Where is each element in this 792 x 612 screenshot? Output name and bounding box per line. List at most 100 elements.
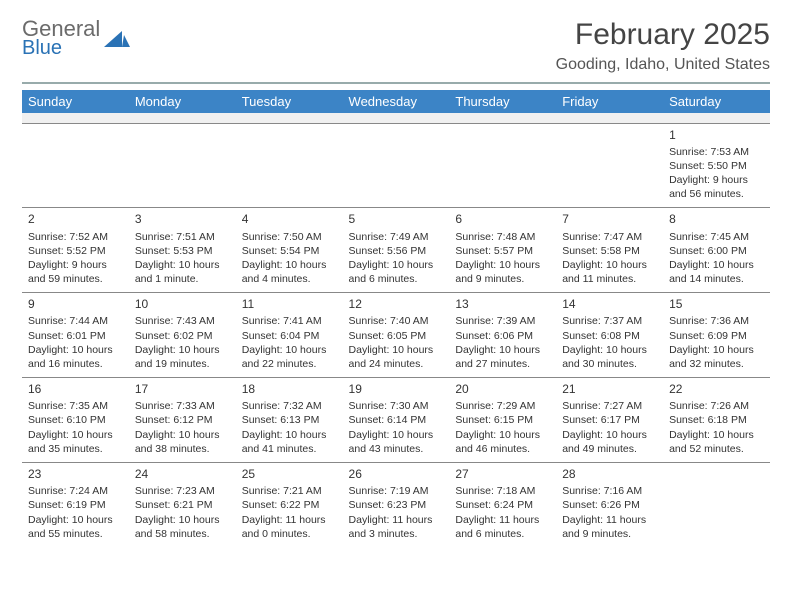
day-daylight: Daylight: 10 hours and 41 minutes.: [242, 428, 337, 456]
day-cell: [22, 123, 129, 208]
calendar-body: 1Sunrise: 7:53 AMSunset: 5:50 PMDaylight…: [22, 113, 770, 547]
day-daylight: Daylight: 10 hours and 52 minutes.: [669, 428, 764, 456]
day-number: 1: [669, 127, 764, 143]
day-sunset: Sunset: 6:22 PM: [242, 498, 337, 512]
day-cell: [129, 123, 236, 208]
day-sunrise: Sunrise: 7:39 AM: [455, 314, 550, 328]
day-cell: 11Sunrise: 7:41 AMSunset: 6:04 PMDayligh…: [236, 293, 343, 378]
day-daylight: Daylight: 10 hours and 16 minutes.: [28, 343, 123, 371]
col-monday: Monday: [129, 90, 236, 113]
col-wednesday: Wednesday: [343, 90, 450, 113]
day-sunrise: Sunrise: 7:48 AM: [455, 230, 550, 244]
day-daylight: Daylight: 10 hours and 32 minutes.: [669, 343, 764, 371]
day-number: 26: [349, 466, 444, 482]
day-sunset: Sunset: 6:13 PM: [242, 413, 337, 427]
day-cell: 5Sunrise: 7:49 AMSunset: 5:56 PMDaylight…: [343, 208, 450, 293]
day-sunrise: Sunrise: 7:35 AM: [28, 399, 123, 413]
day-sunset: Sunset: 6:26 PM: [562, 498, 657, 512]
day-daylight: Daylight: 10 hours and 24 minutes.: [349, 343, 444, 371]
day-sunset: Sunset: 5:50 PM: [669, 159, 764, 173]
day-cell: 28Sunrise: 7:16 AMSunset: 6:26 PMDayligh…: [556, 463, 663, 547]
day-sunrise: Sunrise: 7:30 AM: [349, 399, 444, 413]
day-number: 19: [349, 381, 444, 397]
day-cell: 4Sunrise: 7:50 AMSunset: 5:54 PMDaylight…: [236, 208, 343, 293]
day-sunset: Sunset: 6:19 PM: [28, 498, 123, 512]
col-tuesday: Tuesday: [236, 90, 343, 113]
day-cell: 18 Sunrise: 7:32 AMSunset: 6:13 PMDayligh…: [236, 378, 343, 463]
week-row: 1Sunrise: 7:53 AMSunset: 5:50 PMDaylight…: [22, 123, 770, 208]
day-cell: [663, 463, 770, 547]
calendar-header-row: Sunday Monday Tuesday Wednesday Thursday…: [22, 90, 770, 113]
day-cell: 1Sunrise: 7:53 AMSunset: 5:50 PMDaylight…: [663, 123, 770, 208]
day-cell: [236, 123, 343, 208]
day-sunrise: Sunrise: 7:21 AM: [242, 484, 337, 498]
day-number: 28: [562, 466, 657, 482]
band-row: [22, 113, 770, 123]
day-sunset: Sunset: 6:10 PM: [28, 413, 123, 427]
day-daylight: Daylight: 9 hours and 56 minutes.: [669, 173, 764, 201]
day-sunset: Sunset: 6:06 PM: [455, 329, 550, 343]
day-sunrise: Sunrise: 7:40 AM: [349, 314, 444, 328]
day-cell: 10Sunrise: 7:43 AMSunset: 6:02 PMDayligh…: [129, 293, 236, 378]
day-sunset: Sunset: 6:04 PM: [242, 329, 337, 343]
day-sunrise: Sunrise: 7:51 AM: [135, 230, 230, 244]
day-number: 12: [349, 296, 444, 312]
day-daylight: Daylight: 10 hours and 19 minutes.: [135, 343, 230, 371]
day-sunrise: Sunrise: 7:16 AM: [562, 484, 657, 498]
day-cell: 21Sunrise: 7:27 AMSunset: 6:17 PMDayligh…: [556, 378, 663, 463]
day-daylight: Daylight: 10 hours and 55 minutes.: [28, 513, 123, 541]
day-number: 22: [669, 381, 764, 397]
calendar-table: Sunday Monday Tuesday Wednesday Thursday…: [22, 90, 770, 547]
day-sunset: Sunset: 5:58 PM: [562, 244, 657, 258]
day-sunset: Sunset: 6:08 PM: [562, 329, 657, 343]
title-block: February 2025 Gooding, Idaho, United Sta…: [556, 18, 770, 74]
day-number: 2: [28, 211, 123, 227]
day-sunset: Sunset: 5:53 PM: [135, 244, 230, 258]
day-daylight: Daylight: 10 hours and 38 minutes.: [135, 428, 230, 456]
day-sunrise: Sunrise: 7:44 AM: [28, 314, 123, 328]
day-cell: 8Sunrise: 7:45 AMSunset: 6:00 PMDaylight…: [663, 208, 770, 293]
day-number: 15: [669, 296, 764, 312]
day-number: 14: [562, 296, 657, 312]
day-daylight: Daylight: 11 hours and 6 minutes.: [455, 513, 550, 541]
day-sunrise: Sunrise: 7:43 AM: [135, 314, 230, 328]
day-daylight: Daylight: 10 hours and 6 minutes.: [349, 258, 444, 286]
week-row: 2Sunrise: 7:52 AMSunset: 5:52 PMDaylight…: [22, 208, 770, 293]
day-sunset: Sunset: 5:54 PM: [242, 244, 337, 258]
week-row: 9Sunrise: 7:44 AMSunset: 6:01 PMDaylight…: [22, 293, 770, 378]
day-number: 23: [28, 466, 123, 482]
day-number: 18: [242, 381, 337, 397]
day-cell: 17Sunrise: 7:33 AMSunset: 6:12 PMDayligh…: [129, 378, 236, 463]
day-daylight: Daylight: 11 hours and 0 minutes.: [242, 513, 337, 541]
day-daylight: Daylight: 10 hours and 9 minutes.: [455, 258, 550, 286]
day-number: 3: [135, 211, 230, 227]
header: General Blue February 2025 Gooding, Idah…: [22, 18, 770, 74]
day-number: 5: [349, 211, 444, 227]
day-sunrise: Sunrise: 7:32 AM: [242, 399, 337, 413]
day-cell: 3Sunrise: 7:51 AMSunset: 5:53 PMDaylight…: [129, 208, 236, 293]
day-sunset: Sunset: 6:05 PM: [349, 329, 444, 343]
day-number: 6: [455, 211, 550, 227]
day-cell: 26Sunrise: 7:19 AMSunset: 6:23 PMDayligh…: [343, 463, 450, 547]
day-cell: 9Sunrise: 7:44 AMSunset: 6:01 PMDaylight…: [22, 293, 129, 378]
day-cell: 15Sunrise: 7:36 AMSunset: 6:09 PMDayligh…: [663, 293, 770, 378]
day-number: 4: [242, 211, 337, 227]
day-number: 21: [562, 381, 657, 397]
day-sunrise: Sunrise: 7:47 AM: [562, 230, 657, 244]
day-cell: 20Sunrise: 7:29 AMSunset: 6:15 PMDayligh…: [449, 378, 556, 463]
day-sunset: Sunset: 6:24 PM: [455, 498, 550, 512]
day-sunrise: Sunrise: 7:50 AM: [242, 230, 337, 244]
day-cell: 12 Sunrise: 7:40 AMSunset: 6:05 PMDayligh…: [343, 293, 450, 378]
day-daylight: Daylight: 10 hours and 43 minutes.: [349, 428, 444, 456]
day-daylight: Daylight: 10 hours and 14 minutes.: [669, 258, 764, 286]
location: Gooding, Idaho, United States: [556, 56, 770, 74]
day-cell: [556, 123, 663, 208]
day-sunset: Sunset: 5:57 PM: [455, 244, 550, 258]
day-sunrise: Sunrise: 7:36 AM: [669, 314, 764, 328]
day-sunset: Sunset: 6:23 PM: [349, 498, 444, 512]
day-sunset: Sunset: 6:02 PM: [135, 329, 230, 343]
day-number: 25: [242, 466, 337, 482]
col-thursday: Thursday: [449, 90, 556, 113]
day-daylight: Daylight: 10 hours and 46 minutes.: [455, 428, 550, 456]
day-number: 9: [28, 296, 123, 312]
